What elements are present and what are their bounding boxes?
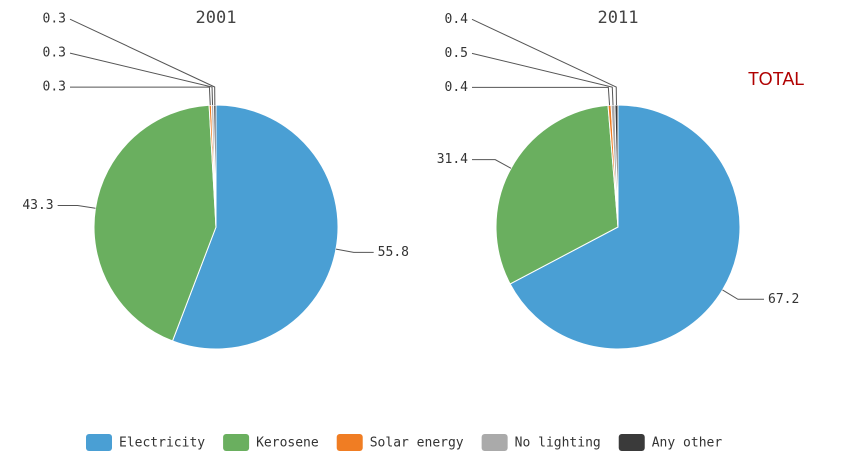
pie-slice bbox=[495, 104, 619, 285]
data-label: 43.3 bbox=[22, 198, 53, 213]
leader-line bbox=[335, 248, 374, 253]
chart-title: 2011 bbox=[598, 8, 639, 28]
data-label: 31.4 bbox=[437, 152, 468, 167]
data-label: 0.3 bbox=[43, 12, 66, 27]
leader-line bbox=[471, 18, 617, 106]
pie-slice bbox=[213, 104, 217, 228]
leader-line bbox=[69, 52, 214, 106]
leader-line bbox=[69, 18, 216, 106]
leader-line bbox=[472, 86, 611, 106]
pie-slice bbox=[614, 104, 619, 228]
legend-label: Any other bbox=[652, 436, 723, 451]
data-label: 0.3 bbox=[43, 80, 66, 95]
legend-label: No lighting bbox=[515, 436, 601, 451]
leader-line bbox=[70, 86, 211, 106]
chart-title: 2001 bbox=[196, 8, 237, 28]
leader-line bbox=[471, 52, 614, 106]
leader-line bbox=[722, 289, 764, 300]
data-label: 67.2 bbox=[768, 292, 799, 307]
legend-swatch bbox=[336, 434, 363, 451]
legend-label: Solar energy bbox=[370, 436, 464, 451]
data-label: 55.8 bbox=[378, 245, 409, 260]
legend-label: Electricity bbox=[119, 436, 205, 451]
legend-swatch bbox=[618, 434, 645, 451]
pie-slice bbox=[171, 104, 339, 350]
total-label: TOTAL bbox=[748, 69, 804, 89]
legend-swatch bbox=[86, 434, 112, 451]
data-label: 0.3 bbox=[43, 46, 66, 61]
data-label: 0.4 bbox=[445, 12, 469, 27]
pie-slice bbox=[93, 104, 217, 342]
legend-swatch bbox=[223, 434, 250, 451]
pie-slice bbox=[509, 104, 741, 350]
legend-label: Kerosene bbox=[256, 436, 319, 451]
legend-swatch bbox=[481, 434, 508, 451]
leader-line bbox=[472, 159, 512, 169]
leader-line bbox=[57, 205, 96, 209]
data-label: 0.5 bbox=[445, 46, 468, 61]
data-label: 0.4 bbox=[445, 80, 469, 95]
